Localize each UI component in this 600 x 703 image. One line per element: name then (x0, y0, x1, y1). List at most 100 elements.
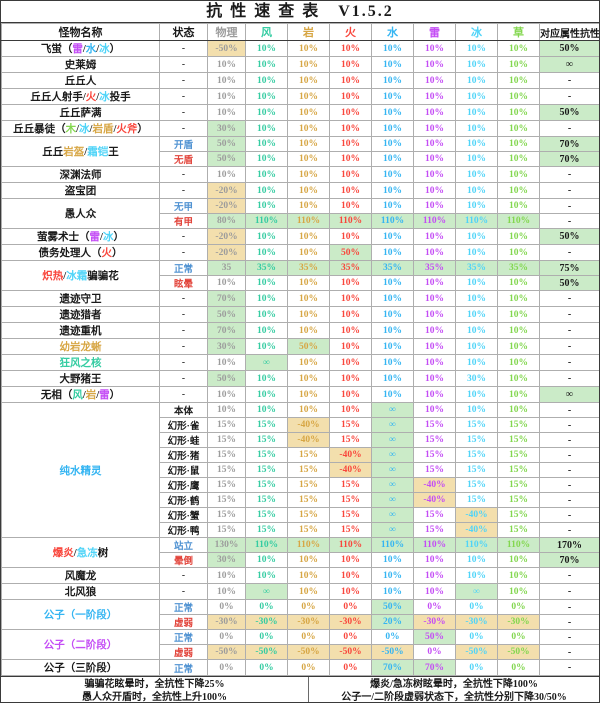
resistance-cell: 10% (287, 198, 330, 214)
resistance-cell: 10% (245, 151, 288, 167)
resistance-cell: 10% (207, 354, 246, 371)
resistance-cell: 10% (497, 322, 540, 339)
table-row: 遗迹猎者 -50% 10% 10% 10% 10% 10% 10% 10% - (1, 306, 599, 323)
resistance-cell: ∞ (371, 507, 414, 523)
resistance-cell: 10% (455, 552, 498, 568)
resistance-cell: 10% (287, 166, 330, 183)
table-row: 遗迹重机 -70% 10% 10% 10% 10% 10% 10% 10% - (1, 322, 599, 339)
resistance-cell: -20% (207, 228, 246, 245)
element-resistance-cell: 50% (539, 40, 599, 57)
resistance-cell: 10% (245, 104, 288, 121)
resistance-cell: 10% (245, 275, 288, 291)
monster-name-segment: 树 (97, 548, 109, 559)
table-row: 有甲 80% 110% 110% 110% 110% 110% 110% 110% - (2, 213, 599, 229)
element-resistance-cell: - (539, 417, 599, 433)
resistance-cell: 10% (413, 72, 456, 89)
monster-name: 深渊法师 (1, 166, 160, 183)
resistance-cell: 10% (371, 151, 414, 167)
element-resistance-cell: - (539, 507, 599, 523)
resistance-cell: 15% (207, 432, 246, 448)
resistance-cell: 10% (371, 136, 414, 152)
resistance-cell: 10% (413, 40, 456, 57)
monster-name-segment: ） (113, 232, 124, 243)
monster-name-segment: 岩 (85, 390, 97, 401)
resistance-cell: 0% (245, 659, 288, 676)
resistance-cell: 35% (455, 260, 498, 276)
resistance-cell: 50% (207, 151, 246, 167)
resistance-cell: ∞ (371, 417, 414, 433)
status-cell: - (159, 386, 208, 403)
resistance-cell: 0% (413, 644, 456, 660)
resistance-cell: -50% (329, 644, 372, 660)
resistance-cell: 50% (207, 370, 246, 387)
monster-name-segment: 爆炎 (52, 548, 74, 559)
resistance-cell: 10% (245, 88, 288, 105)
resistance-cell: 10% (371, 322, 414, 339)
monster-name: 爆炎/急冻树 (1, 537, 160, 568)
resistance-cell: 10% (371, 354, 414, 371)
resistance-cell: 10% (455, 72, 498, 89)
resistance-cell: 15% (287, 507, 330, 523)
resistance-cell: -40% (287, 417, 330, 433)
status-cell: 幻形·猪 (159, 447, 208, 463)
notes-two-column: 骗骗花眩晕时，全抗性下降25% 愚人众开盾时，全抗性上升100% 爆炎/急冻树眩晕… (1, 676, 599, 702)
resistance-cell: 10% (329, 72, 372, 89)
resistance-cell: 10% (371, 290, 414, 307)
resistance-cell: 35% (287, 260, 330, 276)
resistance-cell: 10% (455, 198, 498, 214)
monster-name-segment: 遗迹重机 (59, 326, 102, 337)
resistance-cell: 10% (245, 386, 288, 403)
resistance-cell: 80% (207, 213, 246, 229)
element-resistance-cell: - (539, 88, 599, 105)
resistance-cell: 110% (245, 213, 288, 229)
resistance-cell: 10% (207, 104, 246, 121)
resistance-cell: 50% (371, 599, 414, 615)
resistance-cell: 10% (245, 166, 288, 183)
resistance-cell: 10% (287, 136, 330, 152)
status-cell: 幻形·鹰 (159, 477, 208, 493)
resistance-cell: 10% (245, 136, 288, 152)
resistance-cell: 15% (497, 477, 540, 493)
resistance-cell: 110% (287, 213, 330, 229)
resistance-cell: 15% (207, 522, 246, 538)
resistance-cell: 10% (329, 583, 372, 600)
resistance-cell: 10% (245, 306, 288, 323)
resistance-cell: 10% (245, 322, 288, 339)
resistance-cell: 0% (455, 629, 498, 645)
monster-name-segment: 雷 (89, 232, 101, 243)
resistance-cell: 10% (287, 104, 330, 121)
resistance-cell: 10% (413, 104, 456, 121)
resistance-cell: 0% (497, 599, 540, 615)
resistance-cell: 10% (329, 402, 372, 418)
table-row: 北风狼 -10% ∞ 10% 10% 10% 10% ∞ 10% - (1, 583, 599, 600)
resistance-cell: 10% (371, 552, 414, 568)
monster-name-segment: / (96, 44, 100, 55)
resistance-cell: ∞ (371, 402, 414, 418)
resistance-cell: ∞ (371, 477, 414, 493)
element-resistance-cell: - (539, 567, 599, 584)
resistance-cell: 110% (329, 537, 372, 553)
resistance-cell: 15% (455, 417, 498, 433)
element-resistance-cell: ∞ (539, 56, 599, 73)
monster-name-segment: 风魔龙 (64, 571, 97, 582)
column-header-cryo: 冰 (455, 23, 498, 41)
resistance-cell: 10% (371, 198, 414, 214)
element-resistance-cell: - (539, 402, 599, 418)
resistance-cell: 10% (207, 56, 246, 73)
monster-name-segment: 冰 (99, 92, 110, 103)
monster-name: 风魔龙 (1, 567, 160, 584)
resistance-cell: 110% (287, 537, 330, 553)
resistance-cell: 15% (329, 492, 372, 508)
resistance-cell: 10% (371, 275, 414, 291)
resistance-cell: -30% (497, 614, 540, 630)
resistance-cell: 10% (413, 370, 456, 387)
resistance-cell: 0% (245, 629, 288, 645)
resistance-cell: 10% (287, 322, 330, 339)
resistance-cell: 10% (329, 306, 372, 323)
resistance-cell: 10% (287, 120, 330, 137)
status-cell: - (159, 182, 208, 199)
resistance-cell: 10% (287, 151, 330, 167)
resistance-cell: 10% (413, 290, 456, 307)
resistance-cell: ∞ (371, 447, 414, 463)
monster-name-segment: / (100, 232, 103, 243)
